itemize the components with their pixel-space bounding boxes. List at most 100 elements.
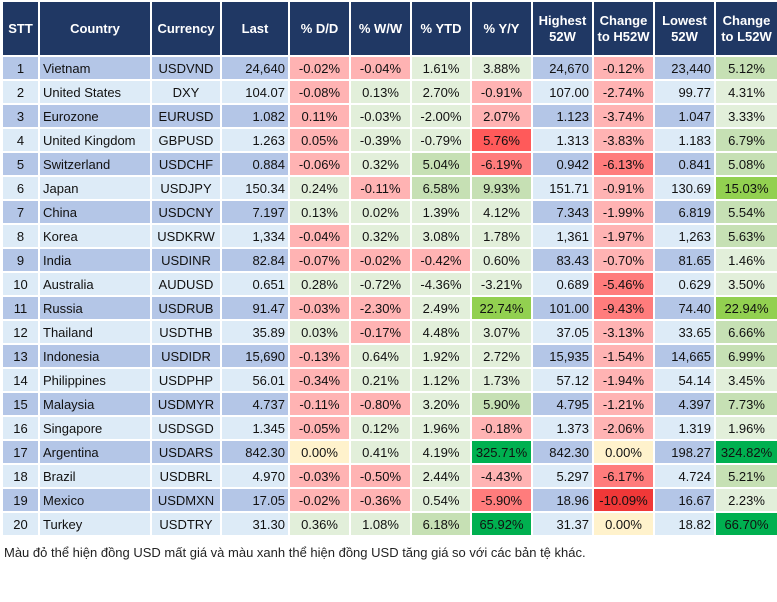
table-row: 7 China USDCNY 7.197 0.13% 0.02% 1.39% 4.12% 7.3… bbox=[1, 199, 777, 225]
cell-stt: 1 bbox=[1, 55, 40, 81]
cell-ytd: 2.49% bbox=[410, 295, 472, 321]
cell-last: 1,334 bbox=[220, 223, 290, 249]
cell-country: Indonesia bbox=[38, 343, 152, 369]
cell-last: 0.884 bbox=[220, 151, 290, 177]
header-dd: % D/D bbox=[288, 0, 351, 57]
cell-currency: DXY bbox=[150, 79, 222, 105]
table-row: 18 Brazil USDBRL 4.970 -0.03% -0.50% 2.44% -4.4… bbox=[1, 463, 777, 489]
cell-currency: USDMYR bbox=[150, 391, 222, 417]
cell-ytd: -0.79% bbox=[410, 127, 472, 153]
cell-currency: USDBRL bbox=[150, 463, 222, 489]
cell-country: United States bbox=[38, 79, 152, 105]
cell-h52: 0.00% bbox=[592, 511, 655, 537]
cell-stt: 17 bbox=[1, 439, 40, 465]
table-row: 8 Korea USDKRW 1,334 -0.04% 0.32% 3.08% 1.78% 1,… bbox=[1, 223, 777, 249]
cell-last: 1.082 bbox=[220, 103, 290, 129]
cell-dd: -0.04% bbox=[288, 223, 351, 249]
cell-ww: -0.02% bbox=[349, 247, 412, 273]
cell-ww: 0.32% bbox=[349, 151, 412, 177]
cell-last: 4.737 bbox=[220, 391, 290, 417]
cell-high: 18.96 bbox=[531, 487, 594, 513]
cell-country: Korea bbox=[38, 223, 152, 249]
cell-high: 151.71 bbox=[531, 175, 594, 201]
cell-h52: -1.94% bbox=[592, 367, 655, 393]
cell-h52: -3.83% bbox=[592, 127, 655, 153]
table-row: 6 Japan USDJPY 150.34 0.24% -0.11% 6.58% 9.93% 1… bbox=[1, 175, 777, 201]
cell-country: China bbox=[38, 199, 152, 225]
cell-currency: USDCHF bbox=[150, 151, 222, 177]
cell-l52: 324.82% bbox=[714, 439, 777, 465]
cell-country: Thailand bbox=[38, 319, 152, 345]
table-row: 1 Vietnam USDVND 24,640 -0.02% -0.04% 1.61% 3.8… bbox=[1, 55, 777, 81]
cell-currency: USDTRY bbox=[150, 511, 222, 537]
cell-high: 83.43 bbox=[531, 247, 594, 273]
cell-ytd: 4.48% bbox=[410, 319, 472, 345]
cell-ytd: -2.00% bbox=[410, 103, 472, 129]
cell-low: 0.841 bbox=[653, 151, 716, 177]
cell-dd: 0.36% bbox=[288, 511, 351, 537]
cell-yy: 325.71% bbox=[470, 439, 533, 465]
table-row: 17 Argentina USDARS 842.30 0.00% 0.41% 4.19% 32… bbox=[1, 439, 777, 465]
cell-low: 198.27 bbox=[653, 439, 716, 465]
cell-h52: -2.74% bbox=[592, 79, 655, 105]
cell-stt: 20 bbox=[1, 511, 40, 537]
cell-yy: 9.93% bbox=[470, 175, 533, 201]
cell-yy: -4.43% bbox=[470, 463, 533, 489]
cell-dd: 0.24% bbox=[288, 175, 351, 201]
cell-country: Philippines bbox=[38, 367, 152, 393]
cell-high: 107.00 bbox=[531, 79, 594, 105]
cell-h52: -1.97% bbox=[592, 223, 655, 249]
cell-stt: 18 bbox=[1, 463, 40, 489]
cell-stt: 2 bbox=[1, 79, 40, 105]
cell-dd: 0.00% bbox=[288, 439, 351, 465]
header-last: Last bbox=[220, 0, 290, 57]
cell-l52: 2.23% bbox=[714, 487, 777, 513]
cell-l52: 6.79% bbox=[714, 127, 777, 153]
cell-yy: 3.07% bbox=[470, 319, 533, 345]
cell-dd: 0.28% bbox=[288, 271, 351, 297]
cell-last: 56.01 bbox=[220, 367, 290, 393]
cell-yy: 1.78% bbox=[470, 223, 533, 249]
header-change-h52w: Change to H52W bbox=[592, 0, 655, 57]
cell-l52: 7.73% bbox=[714, 391, 777, 417]
cell-ytd: 2.44% bbox=[410, 463, 472, 489]
cell-ww: -0.04% bbox=[349, 55, 412, 81]
cell-ytd: 1.12% bbox=[410, 367, 472, 393]
cell-ytd: 3.20% bbox=[410, 391, 472, 417]
cell-l52: 4.31% bbox=[714, 79, 777, 105]
cell-dd: 0.05% bbox=[288, 127, 351, 153]
cell-ytd: 5.04% bbox=[410, 151, 472, 177]
cell-ww: -0.36% bbox=[349, 487, 412, 513]
table-row: 2 United States DXY 104.07 -0.08% 0.13% 2.70% -… bbox=[1, 79, 777, 105]
header-highest-52w: Highest 52W bbox=[531, 0, 594, 57]
cell-ytd: 4.19% bbox=[410, 439, 472, 465]
cell-yy: -0.18% bbox=[470, 415, 533, 441]
cell-low: 99.77 bbox=[653, 79, 716, 105]
cell-last: 842.30 bbox=[220, 439, 290, 465]
cell-dd: -0.11% bbox=[288, 391, 351, 417]
cell-dd: -0.08% bbox=[288, 79, 351, 105]
cell-dd: -0.03% bbox=[288, 295, 351, 321]
cell-l52: 3.50% bbox=[714, 271, 777, 297]
cell-ytd: 6.58% bbox=[410, 175, 472, 201]
cell-ww: -0.03% bbox=[349, 103, 412, 129]
cell-stt: 12 bbox=[1, 319, 40, 345]
cell-last: 4.970 bbox=[220, 463, 290, 489]
cell-low: 18.82 bbox=[653, 511, 716, 537]
cell-ww: -0.39% bbox=[349, 127, 412, 153]
cell-low: 4.397 bbox=[653, 391, 716, 417]
cell-dd: -0.03% bbox=[288, 463, 351, 489]
cell-high: 842.30 bbox=[531, 439, 594, 465]
table-row: 9 India USDINR 82.84 -0.07% -0.02% -0.42% 0.60%… bbox=[1, 247, 777, 273]
cell-l52: 3.33% bbox=[714, 103, 777, 129]
cell-l52: 15.03% bbox=[714, 175, 777, 201]
cell-h52: -1.21% bbox=[592, 391, 655, 417]
cell-country: India bbox=[38, 247, 152, 273]
cell-stt: 5 bbox=[1, 151, 40, 177]
cell-yy: 22.74% bbox=[470, 295, 533, 321]
cell-l52: 3.45% bbox=[714, 367, 777, 393]
cell-last: 91.47 bbox=[220, 295, 290, 321]
cell-h52: -6.17% bbox=[592, 463, 655, 489]
cell-currency: USDINR bbox=[150, 247, 222, 273]
cell-h52: -10.09% bbox=[592, 487, 655, 513]
